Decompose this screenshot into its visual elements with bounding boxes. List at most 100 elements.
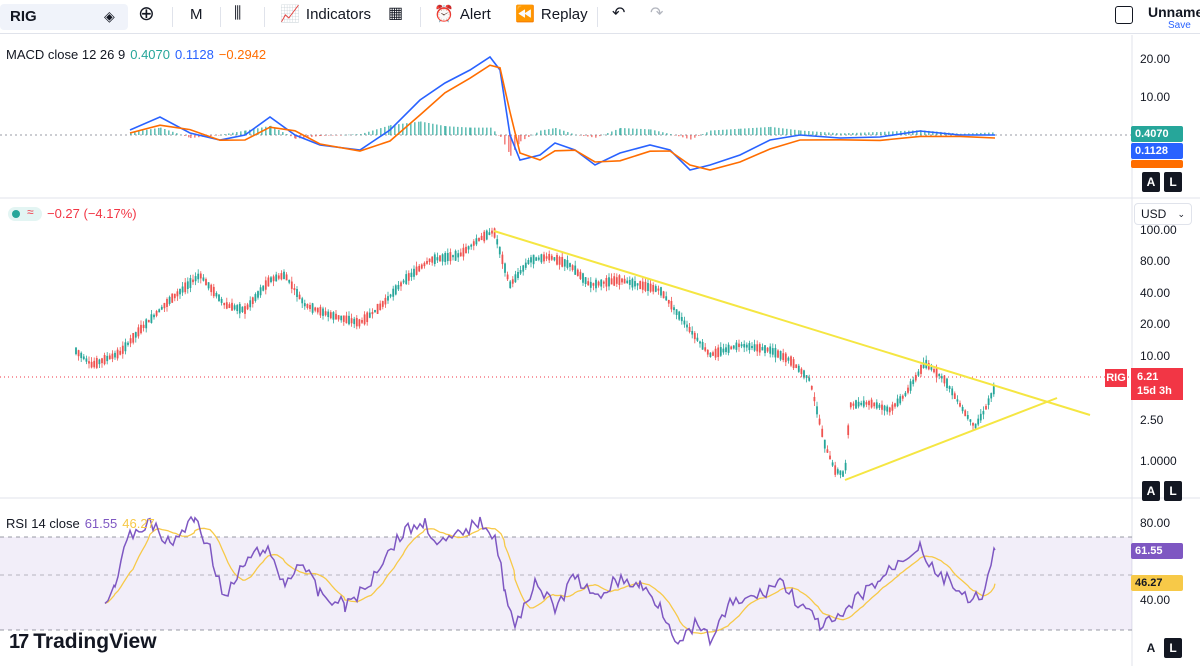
- log-scale-button[interactable]: L: [1164, 172, 1182, 192]
- alert-label: Alert: [459, 6, 491, 23]
- macd-histogram-bar: [636, 128, 638, 135]
- indicators-button[interactable]: 📈 Indicators: [280, 6, 371, 23]
- auto-scale-button[interactable]: A: [1142, 638, 1160, 658]
- candle-body: [623, 278, 626, 284]
- candle-body: [98, 359, 101, 365]
- candle-body: [290, 281, 293, 289]
- candle-body: [881, 404, 883, 410]
- macd-histogram-bar: [356, 134, 358, 135]
- replay-button[interactable]: ⏪ Replay: [515, 6, 588, 23]
- macd-histogram-bar: [591, 135, 593, 138]
- macd-legend[interactable]: MACD close 12 26 9 0.4070 0.1128 −0.2942: [6, 47, 266, 62]
- macd-histogram-bar: [214, 135, 216, 136]
- log-scale-button[interactable]: L: [1164, 481, 1182, 501]
- candle-body: [93, 360, 96, 368]
- layout-checkbox[interactable]: [1115, 6, 1133, 24]
- candle-body: [821, 428, 824, 437]
- macd-histogram-bar: [884, 131, 886, 135]
- candle-body: [95, 358, 98, 368]
- rsi-legend[interactable]: RSI 14 close 61.55 46.27: [6, 516, 155, 531]
- candle-body: [231, 302, 233, 311]
- candle-body: [324, 311, 327, 316]
- macd-histogram-bar: [644, 129, 646, 135]
- auto-scale-button[interactable]: A: [1142, 172, 1160, 192]
- macd-histogram-bar: [812, 131, 814, 135]
- candle-body: [628, 279, 631, 285]
- candle-body: [909, 381, 912, 391]
- candle-body: [654, 286, 657, 292]
- auto-scale-button[interactable]: A: [1142, 481, 1160, 501]
- alert-button[interactable]: ⏰ Alert: [434, 6, 491, 23]
- macd-histogram-bar: [424, 122, 426, 135]
- macd-histogram-bar: [632, 128, 634, 135]
- candle-body: [688, 326, 691, 333]
- macd-histogram-bar: [240, 131, 242, 135]
- interval-button[interactable]: M: [190, 6, 203, 23]
- candle-body: [267, 277, 270, 287]
- macd-histogram-bar: [500, 135, 502, 137]
- macd-histogram-bar: [232, 132, 234, 135]
- chart-canvas[interactable]: 20.00 10.00 100.00 80.00 40.00 20.00 10.…: [0, 35, 1200, 666]
- macd-histogram-bar: [730, 129, 732, 135]
- macd-histogram-bar: [440, 125, 442, 135]
- candle-body: [608, 277, 610, 287]
- macd-histogram-bar: [778, 127, 780, 135]
- macd-histogram-bar: [824, 132, 826, 135]
- candle-body: [402, 280, 405, 283]
- candle-body: [511, 279, 514, 284]
- candle-body: [951, 388, 954, 396]
- ascending-trendline: [844, 397, 1058, 481]
- candle-body: [745, 344, 748, 348]
- macd-histogram-bar: [469, 127, 471, 135]
- macd-histogram-bar: [872, 132, 874, 135]
- candle-body: [920, 364, 922, 374]
- candle-body: [441, 254, 444, 262]
- symbol-search[interactable]: RIG ◈: [0, 4, 128, 30]
- visibility-toggle[interactable]: ≈: [8, 205, 42, 221]
- candle-body: [296, 288, 298, 298]
- axis-tick: 2.50: [1140, 413, 1164, 427]
- candle-body: [696, 337, 699, 341]
- macd-histogram-bar: [282, 132, 284, 135]
- macd-histogram-bar: [414, 122, 416, 135]
- save-link[interactable]: Save: [1168, 20, 1191, 31]
- candle-body: [691, 330, 694, 335]
- candle-body: [946, 378, 948, 388]
- candle-body: [717, 347, 720, 358]
- candle-body: [88, 361, 90, 364]
- candle-body: [519, 270, 522, 274]
- tradingview-logo[interactable]: 17 TradingView: [9, 630, 157, 654]
- candle-body: [147, 320, 150, 323]
- candle-body: [129, 338, 132, 344]
- macd-value: 0.4070: [130, 47, 170, 62]
- macd-histogram-bar: [520, 135, 522, 142]
- log-scale-button[interactable]: L: [1164, 638, 1182, 658]
- add-symbol-button[interactable]: ⊕: [138, 4, 155, 24]
- macd-histogram-bar: [486, 127, 488, 135]
- macd-axis: 20.00 10.00: [1140, 52, 1170, 104]
- macd-histogram-bar: [928, 130, 930, 135]
- redo-button[interactable]: ↷: [650, 6, 663, 22]
- candle-body: [589, 281, 592, 288]
- candle-body: [514, 274, 517, 283]
- undo-button[interactable]: ↶: [612, 6, 625, 22]
- macd-histogram-bar: [972, 133, 974, 135]
- diamond-icon[interactable]: ◈: [104, 8, 115, 24]
- currency-select[interactable]: USD ⌄: [1134, 203, 1192, 225]
- layout-name[interactable]: Unname: [1148, 4, 1200, 20]
- candle-body: [176, 291, 179, 297]
- chart-type-button[interactable]: ⫼: [234, 6, 241, 22]
- macd-histogram-bar: [620, 127, 622, 135]
- candle-body: [277, 275, 280, 279]
- candle-body: [467, 246, 470, 250]
- price-legend[interactable]: ≈ −0.27 (−4.17%): [8, 205, 137, 221]
- candle-body: [618, 275, 621, 285]
- macd-histogram-bar: [380, 128, 382, 135]
- axis-tick: 10.00: [1140, 349, 1170, 363]
- candle-body: [626, 280, 629, 283]
- macd-histogram-bar: [654, 130, 656, 135]
- templates-button[interactable]: ▦: [388, 6, 403, 22]
- macd-histogram-bar: [138, 131, 140, 135]
- macd-histogram-bar: [146, 129, 148, 135]
- candle-body: [236, 305, 239, 312]
